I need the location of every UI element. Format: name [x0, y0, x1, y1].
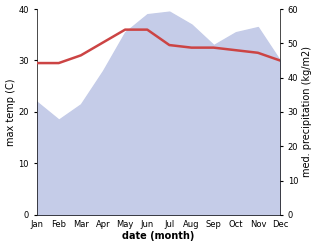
X-axis label: date (month): date (month) [122, 231, 195, 242]
Y-axis label: max temp (C): max temp (C) [5, 78, 16, 146]
Y-axis label: med. precipitation (kg/m2): med. precipitation (kg/m2) [302, 46, 313, 177]
